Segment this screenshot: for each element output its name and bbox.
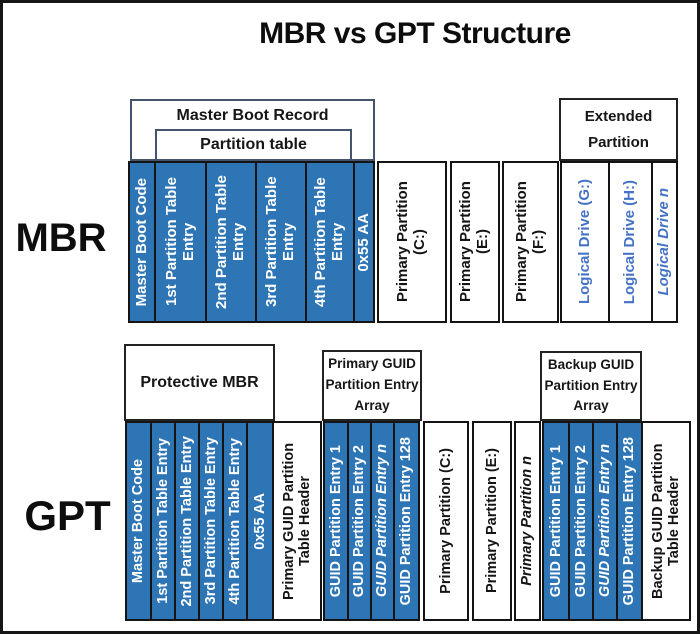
gpt-backup-table-header-cell: Backup GUID Partition Table Header xyxy=(641,423,689,619)
mbr-row-label: MBR xyxy=(15,216,107,260)
gpt-protective-mbr-group: Master Boot Code 1st Partition Table Ent… xyxy=(125,421,322,621)
gpt-cell-master-boot-code: Master Boot Code xyxy=(127,423,150,619)
mbr-cell-partition-entry-3: 3rd Partition Table Entry xyxy=(255,163,305,321)
gpt-cell-partition-entry-2-label: 2nd Partition Table Entry xyxy=(178,435,195,607)
gpt-cell-partition-entry-4: 4th Partition Table Entry xyxy=(222,423,246,619)
gpt-backup-guid-entry-1-label: GUID Partition Entry 1 xyxy=(547,444,564,598)
mbr-primary-partition-c-label: Primary Partition (C:) xyxy=(394,181,428,303)
gpt-primary-guid-entry-128-label: GUID Partition Entry 128 xyxy=(398,436,415,606)
gpt-primary-guid-entry-1-label: GUID Partition Entry 1 xyxy=(327,444,344,598)
mbr-cell-partition-entry-3-label: 3rd Partition Table Entry xyxy=(263,176,297,308)
protective-mbr-header-box: Protective MBR xyxy=(124,344,275,421)
mbr-primary-partition-e: Primary Partition (E:) xyxy=(450,161,500,323)
mbr-logical-drive-n: Logical Drive n xyxy=(651,163,676,321)
mbr-logical-drive-g: Logical Drive (G:) xyxy=(562,163,608,321)
gpt-primary-table-header-label: Primary GUID Partition Table Header xyxy=(280,442,313,600)
page-title: MBR vs GPT Structure xyxy=(259,17,571,50)
gpt-backup-guid-entry-2-label: GUID Partition Entry 2 xyxy=(572,444,589,598)
mbr-cell-partition-entry-4-label: 4th Partition Table Entry xyxy=(312,177,346,307)
gpt-cell-partition-entry-3-label: 3rd Partition Table Entry xyxy=(202,437,219,605)
mbr-logical-drives-group: Logical Drive (G:) Logical Drive (H:) Lo… xyxy=(560,161,678,323)
mbr-primary-partition-c: Primary Partition (C:) xyxy=(377,161,447,323)
mbr-primary-partition-f: Primary Partition (F:) xyxy=(502,161,559,323)
protective-mbr-header-label: Protective MBR xyxy=(140,373,259,391)
mbr-boot-record-group: Master Boot Code 1st Partition Table Ent… xyxy=(128,161,375,323)
gpt-backup-guid-entry-2: GUID Partition Entry 2 xyxy=(568,423,592,619)
gpt-backup-guid-entry-n-label: GUID Partition Entry n xyxy=(596,444,613,598)
gpt-cell-partition-entry-1-label: 1st Partition Table Entry xyxy=(154,438,171,604)
master-boot-record-header-label: Master Boot Record xyxy=(176,107,329,124)
mbr-cell-partition-entry-4: 4th Partition Table Entry xyxy=(305,163,353,321)
extended-partition-header-label: Extended Partition xyxy=(584,108,653,151)
partition-table-header-label: Partition table xyxy=(200,136,307,153)
gpt-backup-table-header-label: Backup GUID Partition Table Header xyxy=(649,443,682,599)
mbr-logical-drive-g-label: Logical Drive (G:) xyxy=(575,179,593,305)
gpt-primary-partition-e-label: Primary Partition (E:) xyxy=(483,448,500,594)
gpt-primary-guid-entry-2-label: GUID Partition Entry 2 xyxy=(351,444,368,598)
gpt-primary-entry-array-group: GUID Partition Entry 1 GUID Partition En… xyxy=(323,421,420,621)
gpt-primary-partition-n: Primary Partition n xyxy=(514,421,541,621)
mbr-cell-partition-entry-2-label: 2nd Partition Table Entry xyxy=(213,175,247,309)
mbr-logical-drive-n-label: Logical Drive n xyxy=(655,188,673,296)
mbr-cell-master-boot-code-label: Master Boot Code xyxy=(132,177,150,307)
mbr-primary-partition-e-label: Primary Partition (E:) xyxy=(457,181,491,303)
gpt-cell-partition-entry-2: 2nd Partition Table Entry xyxy=(174,423,198,619)
mbr-cell-partition-entry-1: 1st Partition Table Entry xyxy=(154,163,205,321)
primary-guid-array-header-label: Primary GUID Partition Entry Array xyxy=(325,356,419,413)
gpt-cell-0x55aa: 0x55 AA xyxy=(246,423,272,619)
primary-guid-array-header-box: Primary GUID Partition Entry Array xyxy=(322,350,422,421)
gpt-cell-0x55aa-label: 0x55 AA xyxy=(251,492,268,550)
partition-table-header-box: Partition table xyxy=(155,129,352,161)
gpt-primary-partition-c-label: Primary Partition (C:) xyxy=(437,448,454,594)
mbr-cell-partition-entry-1-label: 1st Partition Table Entry xyxy=(162,177,197,307)
gpt-cell-partition-entry-3: 3rd Partition Table Entry xyxy=(198,423,222,619)
extended-partition-header-box: Extended Partition xyxy=(559,98,678,161)
gpt-backup-entry-array-group: GUID Partition Entry 1 GUID Partition En… xyxy=(542,421,691,621)
gpt-backup-guid-entry-1: GUID Partition Entry 1 xyxy=(544,423,568,619)
mbr-logical-drive-h: Logical Drive (H:) xyxy=(608,163,651,321)
gpt-primary-partition-c: Primary Partition (C:) xyxy=(423,421,469,621)
gpt-primary-guid-entry-128: GUID Partition Entry 128 xyxy=(393,423,418,619)
gpt-backup-guid-entry-128: GUID Partition Entry 128 xyxy=(616,423,641,619)
gpt-row-label: GPT xyxy=(24,492,111,539)
gpt-primary-guid-entry-2: GUID Partition Entry 2 xyxy=(347,423,370,619)
mbr-cell-0x55aa: 0x55 AA xyxy=(353,163,373,321)
gpt-primary-partition-e: Primary Partition (E:) xyxy=(472,421,512,621)
gpt-backup-guid-entry-128-label: GUID Partition Entry 128 xyxy=(621,436,638,606)
gpt-cell-partition-entry-4-label: 4th Partition Table Entry xyxy=(226,437,243,605)
gpt-cell-master-boot-code-label: Master Boot Code xyxy=(130,458,147,584)
gpt-primary-guid-entry-1: GUID Partition Entry 1 xyxy=(325,423,347,619)
gpt-primary-table-header-cell: Primary GUID Partition Table Header xyxy=(272,423,320,619)
backup-guid-array-header-box: Backup GUID Partition Entry Array xyxy=(540,351,642,421)
mbr-cell-0x55aa-label: 0x55 AA xyxy=(354,212,372,272)
mbr-logical-drive-h-label: Logical Drive (H:) xyxy=(621,179,639,305)
gpt-primary-guid-entry-n: GUID Partition Entry n xyxy=(370,423,393,619)
gpt-backup-guid-entry-n: GUID Partition Entry n xyxy=(592,423,616,619)
mbr-cell-partition-entry-2: 2nd Partition Table Entry xyxy=(205,163,255,321)
gpt-primary-guid-entry-n-label: GUID Partition Entry n xyxy=(374,444,391,598)
backup-guid-array-header-label: Backup GUID Partition Entry Array xyxy=(544,356,638,414)
gpt-cell-partition-entry-1: 1st Partition Table Entry xyxy=(150,423,174,619)
mbr-cell-master-boot-code: Master Boot Code xyxy=(130,163,154,321)
gpt-primary-partition-n-label: Primary Partition n xyxy=(519,456,536,586)
mbr-primary-partition-f-label: Primary Partition (F:) xyxy=(512,181,547,303)
